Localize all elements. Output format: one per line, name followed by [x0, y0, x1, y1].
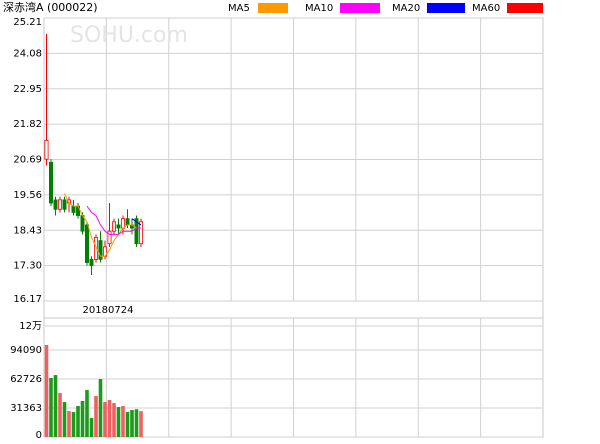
volume-bar [125, 412, 130, 437]
volume-bar [116, 407, 121, 437]
candle-body [94, 237, 99, 260]
y-tick-label: 62726 [10, 374, 42, 385]
y-tick-label: 18.43 [13, 225, 42, 236]
volume-bar [49, 378, 53, 437]
legend-swatch [340, 3, 380, 13]
volume-bar [130, 410, 134, 437]
volume-bar [80, 400, 85, 437]
candle-body [89, 258, 94, 267]
volume-bar [89, 418, 94, 437]
y-tick-label: 17.30 [13, 261, 42, 272]
volume-bar [107, 400, 112, 437]
candle-body [71, 205, 76, 213]
candle-body [53, 199, 58, 210]
candle-body [85, 224, 90, 263]
legend-label: MA5 [228, 3, 250, 14]
volume-bar [76, 406, 80, 437]
candle-body [49, 161, 54, 204]
candle-body [58, 199, 63, 210]
candle-body [44, 140, 49, 160]
legend-swatch [507, 3, 543, 13]
legend-label: MA10 [305, 3, 333, 14]
chart-title: 深赤湾A (000022) [3, 0, 98, 14]
volume-bar [53, 375, 58, 437]
ma-line [64, 193, 141, 257]
volume-bar [62, 402, 67, 437]
candle-body [62, 199, 67, 210]
legend-label: MA20 [392, 3, 420, 14]
legend-swatch [427, 3, 465, 13]
volume-bar [112, 403, 116, 437]
legend-label: MA60 [472, 3, 500, 14]
y-tick-label: 94090 [10, 345, 42, 356]
y-tick-label: 21.82 [13, 119, 42, 130]
y-tick-label: 19.56 [13, 190, 42, 201]
y-tick-label: 12万 [19, 321, 42, 332]
ma-line [86, 205, 141, 235]
volume-bar [44, 344, 49, 437]
date-label: 20180724 [83, 305, 134, 316]
y-tick-label: 0 [36, 430, 42, 440]
candle-body [125, 218, 130, 226]
y-tick-label: 25.21 [13, 17, 42, 28]
y-tick-label: 24.08 [13, 48, 42, 59]
candle-body [116, 224, 121, 229]
volume-bar [139, 411, 143, 437]
volume-bar [94, 396, 98, 437]
candle-body [134, 218, 139, 245]
y-tick-label: 20.69 [13, 155, 42, 166]
ma-line [131, 218, 142, 226]
volume-bar [58, 392, 62, 437]
volume-bar [103, 402, 107, 437]
volume-bar [121, 406, 125, 437]
y-tick-label: 22.95 [13, 84, 42, 95]
watermark: SOHU.com [70, 23, 188, 48]
volume-bar [98, 379, 103, 437]
candle-body [138, 221, 143, 245]
candle-body [112, 221, 117, 232]
volume-bar [134, 409, 139, 437]
candle-body [121, 218, 126, 229]
candle-body [107, 230, 112, 245]
y-tick-label: 16.17 [13, 294, 42, 305]
volume-bar [67, 411, 71, 437]
volume-bar [71, 412, 76, 437]
y-tick-label: 31363 [10, 403, 42, 414]
legend-swatch [258, 3, 288, 13]
volume-bar [85, 390, 89, 437]
candle-body [98, 240, 103, 260]
